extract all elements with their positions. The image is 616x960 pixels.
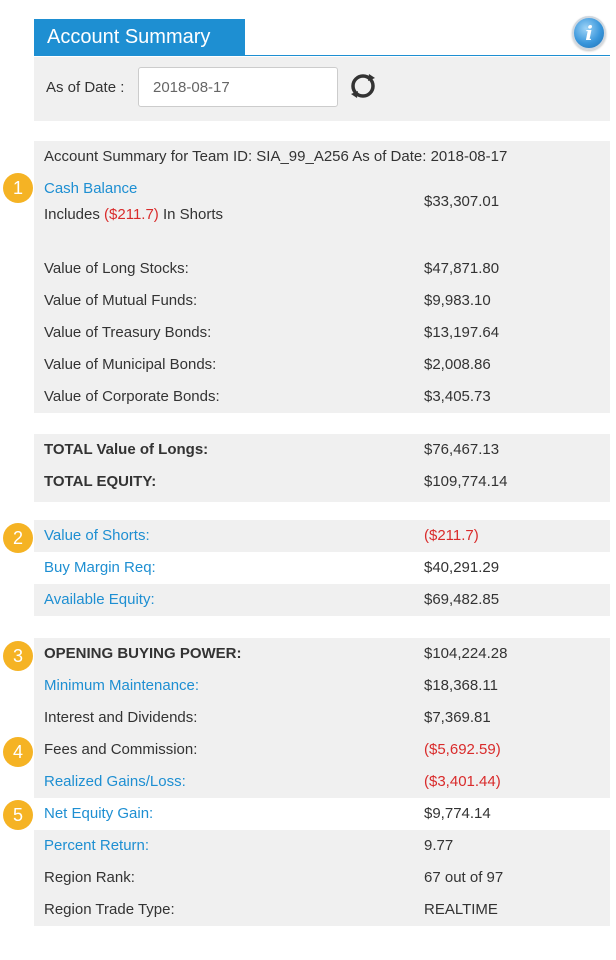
- row-value: $18,368.11: [424, 677, 498, 694]
- table-row: Value of Municipal Bonds: $2,008.86: [34, 349, 610, 381]
- percent-return-link[interactable]: Percent Return:: [44, 837, 150, 854]
- date-filter-bar: As of Date :: [34, 57, 610, 121]
- callout-badge-2: 2: [3, 523, 33, 553]
- row-value: 67 out of 97: [424, 869, 504, 886]
- refresh-icon[interactable]: [348, 71, 378, 101]
- row-value: $40,291.29: [424, 559, 500, 576]
- row-value: $2,008.86: [424, 356, 491, 373]
- callout-badge-1: 1: [3, 173, 33, 203]
- cash-balance-value: $33,307.01: [424, 193, 500, 210]
- holdings-section: Value of Long Stocks: $47,871.80 Value o…: [34, 253, 610, 413]
- table-row: OPENING BUYING POWER: $104,224.28: [34, 638, 610, 670]
- includes-suffix: In Shorts: [162, 206, 224, 223]
- table-row: TOTAL Value of Longs: $76,467.13: [34, 434, 610, 466]
- table-row: Fees and Commission: ($5,692.59): [34, 734, 610, 766]
- row-value: ($5,692.59): [424, 741, 501, 758]
- performance-section: OPENING BUYING POWER: $104,224.28 Minimu…: [34, 638, 610, 926]
- row-label: Value of Treasury Bonds:: [44, 324, 212, 341]
- row-value: $13,197.64: [424, 324, 500, 341]
- minimum-maintenance-link[interactable]: Minimum Maintenance:: [44, 677, 200, 694]
- row-value: $3,405.73: [424, 388, 491, 405]
- net-equity-gain-link[interactable]: Net Equity Gain:: [44, 805, 154, 822]
- row-value: 9.77: [424, 837, 454, 854]
- row-label: Region Rank:: [44, 869, 135, 886]
- table-row: Interest and Dividends: $7,369.81: [34, 702, 610, 734]
- row-label: Fees and Commission:: [44, 741, 198, 758]
- callout-badge-5: 5: [3, 800, 33, 830]
- table-row: Value of Shorts: ($211.7): [34, 520, 610, 552]
- row-value: ($3,401.44): [424, 773, 501, 790]
- cash-balance-link[interactable]: Cash Balance: [44, 180, 138, 197]
- includes-prefix: Includes: [44, 206, 100, 223]
- margin-section: Value of Shorts: ($211.7) Buy Margin Req…: [34, 520, 610, 616]
- available-equity-link[interactable]: Available Equity:: [44, 591, 155, 608]
- row-label: TOTAL Value of Longs:: [44, 441, 209, 458]
- summary-title: Account Summary for Team ID: SIA_99_A256…: [44, 148, 508, 165]
- realized-gains-loss-link[interactable]: Realized Gains/Loss:: [44, 773, 186, 790]
- value-of-shorts-link[interactable]: Value of Shorts:: [44, 527, 150, 544]
- row-label: TOTAL EQUITY:: [44, 473, 157, 490]
- row-label: Region Trade Type:: [44, 901, 175, 918]
- table-row: TOTAL EQUITY: $109,774.14: [34, 466, 610, 498]
- info-icon[interactable]: i: [572, 16, 606, 50]
- row-label: Interest and Dividends:: [44, 709, 198, 726]
- page-title: Account Summary: [34, 19, 245, 56]
- cash-includes-text: Includes ($211.7) In Shorts: [44, 206, 223, 223]
- row-label: OPENING BUYING POWER:: [44, 645, 242, 662]
- table-row: Value of Mutual Funds: $9,983.10: [34, 285, 610, 317]
- table-row: Available Equity: $69,482.85: [34, 584, 610, 616]
- as-of-date-label: As of Date :: [46, 79, 125, 96]
- row-value: $9,983.10: [424, 292, 491, 309]
- callout-badge-3: 3: [3, 641, 33, 671]
- totals-section: TOTAL Value of Longs: $76,467.13 TOTAL E…: [34, 434, 610, 502]
- header-divider: [34, 55, 610, 56]
- cash-balance-row: Cash Balance Includes ($211.7) In Shorts…: [34, 173, 610, 233]
- table-row: Value of Treasury Bonds: $13,197.64: [34, 317, 610, 349]
- row-value: $47,871.80: [424, 260, 500, 277]
- buy-margin-req-link[interactable]: Buy Margin Req:: [44, 559, 156, 576]
- row-value: $109,774.14: [424, 473, 508, 490]
- row-value: $69,482.85: [424, 591, 500, 608]
- includes-amount: ($211.7): [104, 206, 159, 223]
- row-value: $9,774.14: [424, 805, 491, 822]
- callout-badge-4: 4: [3, 737, 33, 767]
- table-row: Region Rank: 67 out of 97: [34, 862, 610, 894]
- table-row: Value of Long Stocks: $47,871.80: [34, 253, 610, 285]
- table-row: Buy Margin Req: $40,291.29: [34, 552, 610, 584]
- as-of-date-input[interactable]: [138, 67, 338, 107]
- row-label: Value of Mutual Funds:: [44, 292, 198, 309]
- table-row: Percent Return: 9.77: [34, 830, 610, 862]
- table-row: Minimum Maintenance: $18,368.11: [34, 670, 610, 702]
- table-row: Net Equity Gain: $9,774.14: [34, 798, 610, 830]
- row-value: ($211.7): [424, 527, 479, 544]
- row-value: $104,224.28: [424, 645, 508, 662]
- table-row: Value of Corporate Bonds: $3,405.73: [34, 381, 610, 413]
- row-value: $7,369.81: [424, 709, 491, 726]
- table-row: Region Trade Type: REALTIME: [34, 894, 610, 926]
- summary-title-row: Account Summary for Team ID: SIA_99_A256…: [34, 141, 610, 173]
- row-value: $76,467.13: [424, 441, 500, 458]
- table-row: Realized Gains/Loss: ($3,401.44): [34, 766, 610, 798]
- row-value: REALTIME: [424, 901, 498, 918]
- row-label: Value of Long Stocks:: [44, 260, 189, 277]
- row-label: Value of Corporate Bonds:: [44, 388, 220, 405]
- row-label: Value of Municipal Bonds:: [44, 356, 217, 373]
- cash-section: Account Summary for Team ID: SIA_99_A256…: [34, 141, 610, 253]
